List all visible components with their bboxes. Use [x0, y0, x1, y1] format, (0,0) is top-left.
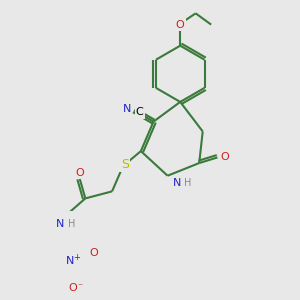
- Text: N: N: [56, 219, 64, 229]
- Text: O: O: [75, 168, 84, 178]
- Text: N: N: [66, 256, 75, 266]
- Text: +: +: [74, 253, 80, 262]
- Text: C: C: [136, 107, 143, 118]
- Text: H: H: [68, 219, 75, 229]
- Text: O: O: [68, 283, 77, 293]
- Text: ⁻: ⁻: [78, 283, 83, 293]
- Text: S: S: [121, 158, 129, 171]
- Text: O: O: [89, 248, 98, 257]
- Text: O: O: [220, 152, 229, 162]
- Text: N: N: [123, 104, 131, 114]
- Text: O: O: [176, 20, 184, 30]
- Text: H: H: [184, 178, 192, 188]
- Text: N: N: [173, 178, 182, 188]
